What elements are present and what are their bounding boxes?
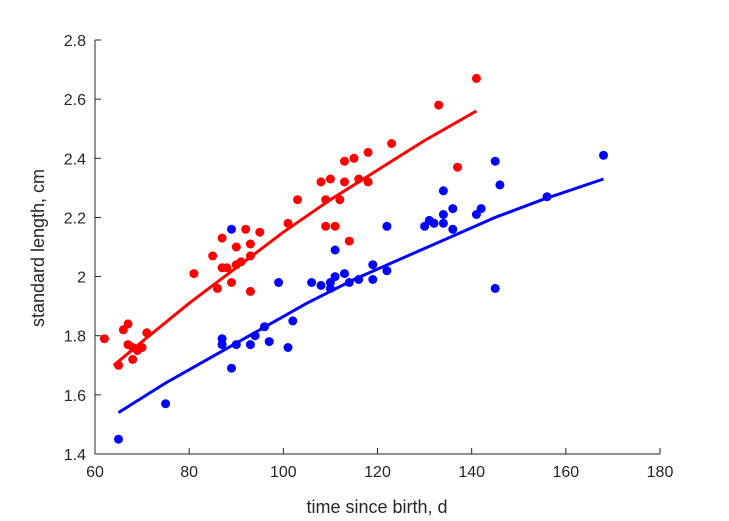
axes: 60 80 100 120 140 160 180 1.4 1.6 1.8 2 2.2 2.4 2.6 2.… [64,33,674,481]
fit-curve-series-2 [117,177,604,414]
data-point-series-1 [453,162,462,172]
data-point-series-1 [255,227,265,237]
data-point-series-2 [307,278,317,287]
data-point-series-2 [438,186,448,196]
data-point-series-1 [434,100,444,110]
data-point-series-1 [325,174,335,184]
data-point-series-2 [264,337,274,347]
data-point-series-2 [161,399,171,409]
data-point-series-1 [241,224,251,234]
data-point-series-2 [316,280,326,290]
data-point-series-2 [227,224,236,234]
x-axis-title: time since birth, d [306,497,447,517]
data-point-series-2 [217,334,227,344]
y-tick-label: 2.8 [64,33,86,50]
x-tick-label: 160 [552,464,579,481]
data-point-series-1 [330,221,340,231]
data-point-series-1 [114,360,123,370]
y-tick-label: 2.6 [64,92,86,109]
data-point-series-2 [438,210,448,219]
data-point-series-2 [114,434,123,444]
data-point-series-1 [316,177,326,187]
data-point-series-2 [250,331,260,341]
data-point-series-1 [344,236,354,246]
data-point-series-1 [363,147,373,157]
data-point-series-2 [438,218,448,228]
data-point-series-2 [448,204,458,214]
data-point-series-2 [274,278,284,287]
data-point-series-2 [344,278,354,287]
data-point-series-1 [227,278,236,287]
data-point-series-2 [448,224,458,234]
data-point-series-1 [471,73,481,83]
data-point-series-2 [231,340,241,350]
data-point-series-1 [340,177,349,187]
y-tick-label: 1.4 [64,447,86,464]
data-point-series-1 [349,153,359,163]
x-tick-label: 120 [364,464,391,481]
data-point-series-2 [495,180,505,190]
x-tick-label: 60 [86,464,104,481]
data-point-series-2 [368,275,378,284]
data-point-series-2 [476,204,486,214]
y-tick-label: 2.4 [64,151,86,168]
data-point-series-1 [99,334,109,344]
data-point-series-1 [245,251,255,261]
data-point-series-2 [368,260,378,270]
data-point-series-1 [128,354,138,364]
x-tick-label: 140 [458,464,485,481]
fit-curve-series-1 [112,109,478,367]
data-point-series-2 [429,218,439,228]
data-point-series-2 [382,266,392,276]
data-point-series-2 [542,192,552,202]
y-tick-label: 1.6 [64,388,86,405]
data-point-series-2 [245,340,255,350]
data-point-series-1 [354,174,364,184]
x-tick-label: 100 [270,464,297,481]
data-point-series-1 [212,283,222,293]
data-point-series-2 [330,245,340,255]
data-point-series-1 [335,195,345,205]
data-point-series-2 [227,363,236,373]
data-point-series-1 [123,319,133,329]
data-point-series-2 [599,150,608,160]
data-point-series-2 [354,275,364,284]
data-point-series-2 [340,269,349,279]
data-point-series-1 [208,251,218,261]
data-point-series-1 [231,242,241,252]
data-point-series-1 [137,343,147,352]
data-point-series-1 [189,269,199,279]
data-point-series-2 [288,316,298,326]
data-point-series-2 [382,221,392,231]
data-point-series-1 [321,221,331,231]
data-point-series-1 [236,257,246,267]
y-tick-label: 1.8 [64,329,86,346]
data-point-series-1 [340,156,349,166]
plot-area [99,73,608,444]
data-point-series-2 [490,156,500,166]
data-point-series-2 [260,322,269,332]
data-point-series-2 [283,343,293,352]
data-point-series-2 [330,272,340,282]
data-point-series-1 [222,263,232,273]
data-point-series-1 [245,286,255,296]
data-point-series-1 [363,177,373,187]
data-point-series-1 [283,218,293,228]
x-tick-label: 80 [180,464,198,481]
data-point-series-1 [245,239,255,249]
y-tick-label: 2.2 [64,210,86,227]
y-tick-label: 2 [77,270,86,287]
y-axis-title: standard length, cm [28,169,48,327]
data-point-series-1 [293,195,302,205]
data-point-series-1 [217,233,227,243]
data-point-series-1 [142,328,152,338]
data-point-series-2 [490,283,500,293]
data-point-series-1 [321,195,331,205]
x-tick-label: 180 [647,464,674,481]
data-point-series-1 [387,139,397,148]
